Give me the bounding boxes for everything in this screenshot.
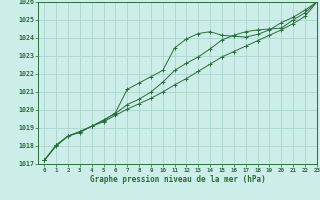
X-axis label: Graphe pression niveau de la mer (hPa): Graphe pression niveau de la mer (hPa) [90,175,266,184]
